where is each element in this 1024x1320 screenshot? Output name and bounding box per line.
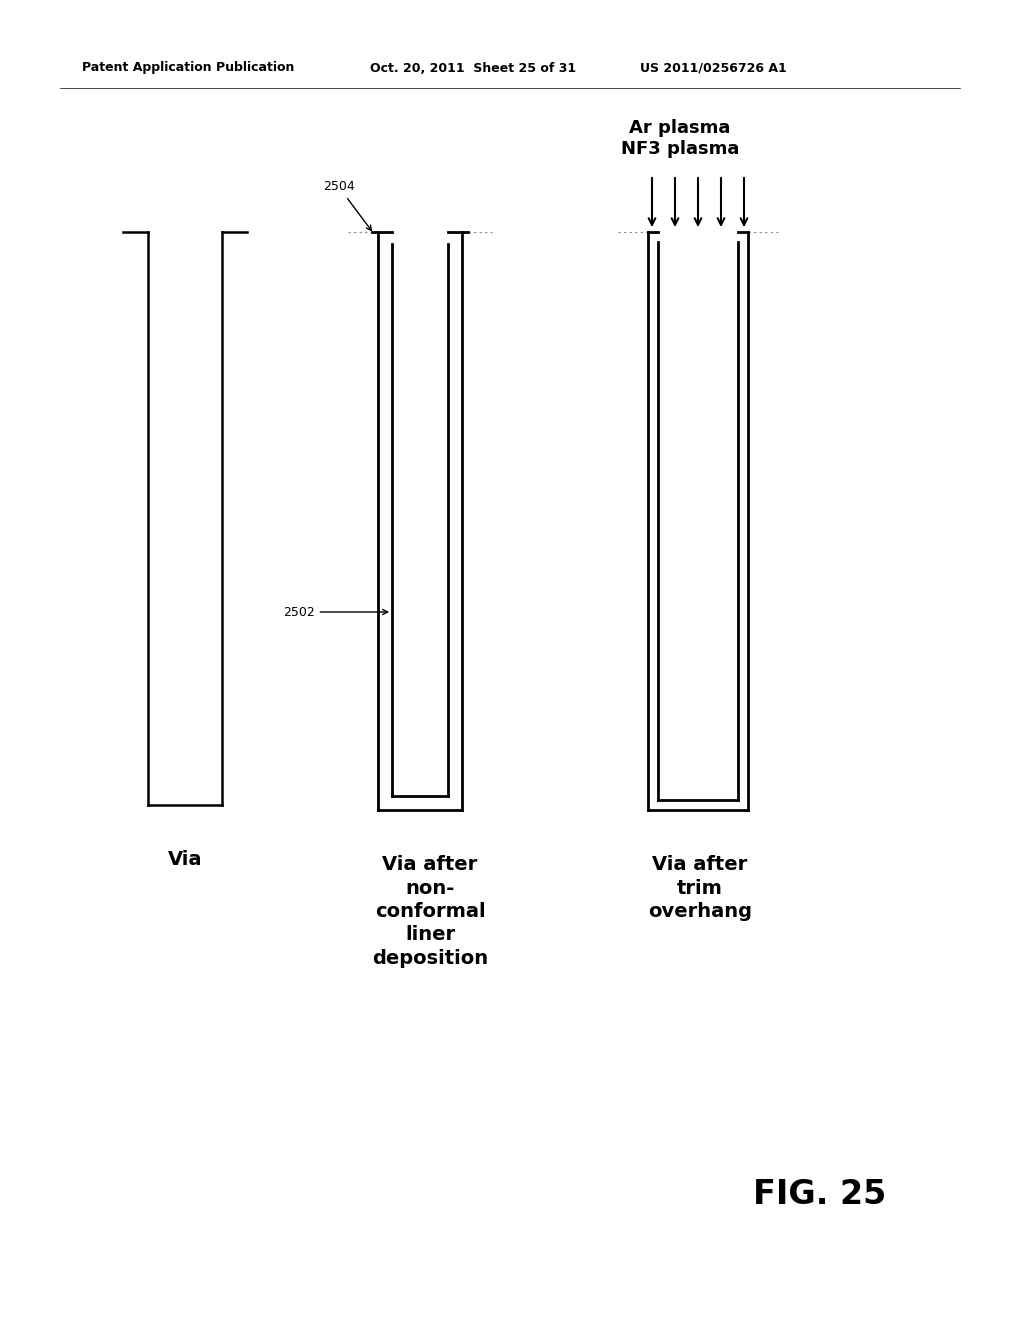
- Text: Via after
non-
conformal
liner
deposition: Via after non- conformal liner depositio…: [372, 855, 488, 968]
- Text: Oct. 20, 2011  Sheet 25 of 31: Oct. 20, 2011 Sheet 25 of 31: [370, 62, 577, 74]
- Text: Via: Via: [168, 850, 203, 869]
- Text: 2504: 2504: [323, 181, 372, 231]
- Text: Via after
trim
overhang: Via after trim overhang: [648, 855, 752, 921]
- Text: Ar plasma
NF3 plasma: Ar plasma NF3 plasma: [621, 119, 739, 158]
- Text: 2502: 2502: [283, 606, 388, 619]
- Text: US 2011/0256726 A1: US 2011/0256726 A1: [640, 62, 786, 74]
- Text: FIG. 25: FIG. 25: [754, 1179, 887, 1212]
- Text: Patent Application Publication: Patent Application Publication: [82, 62, 294, 74]
